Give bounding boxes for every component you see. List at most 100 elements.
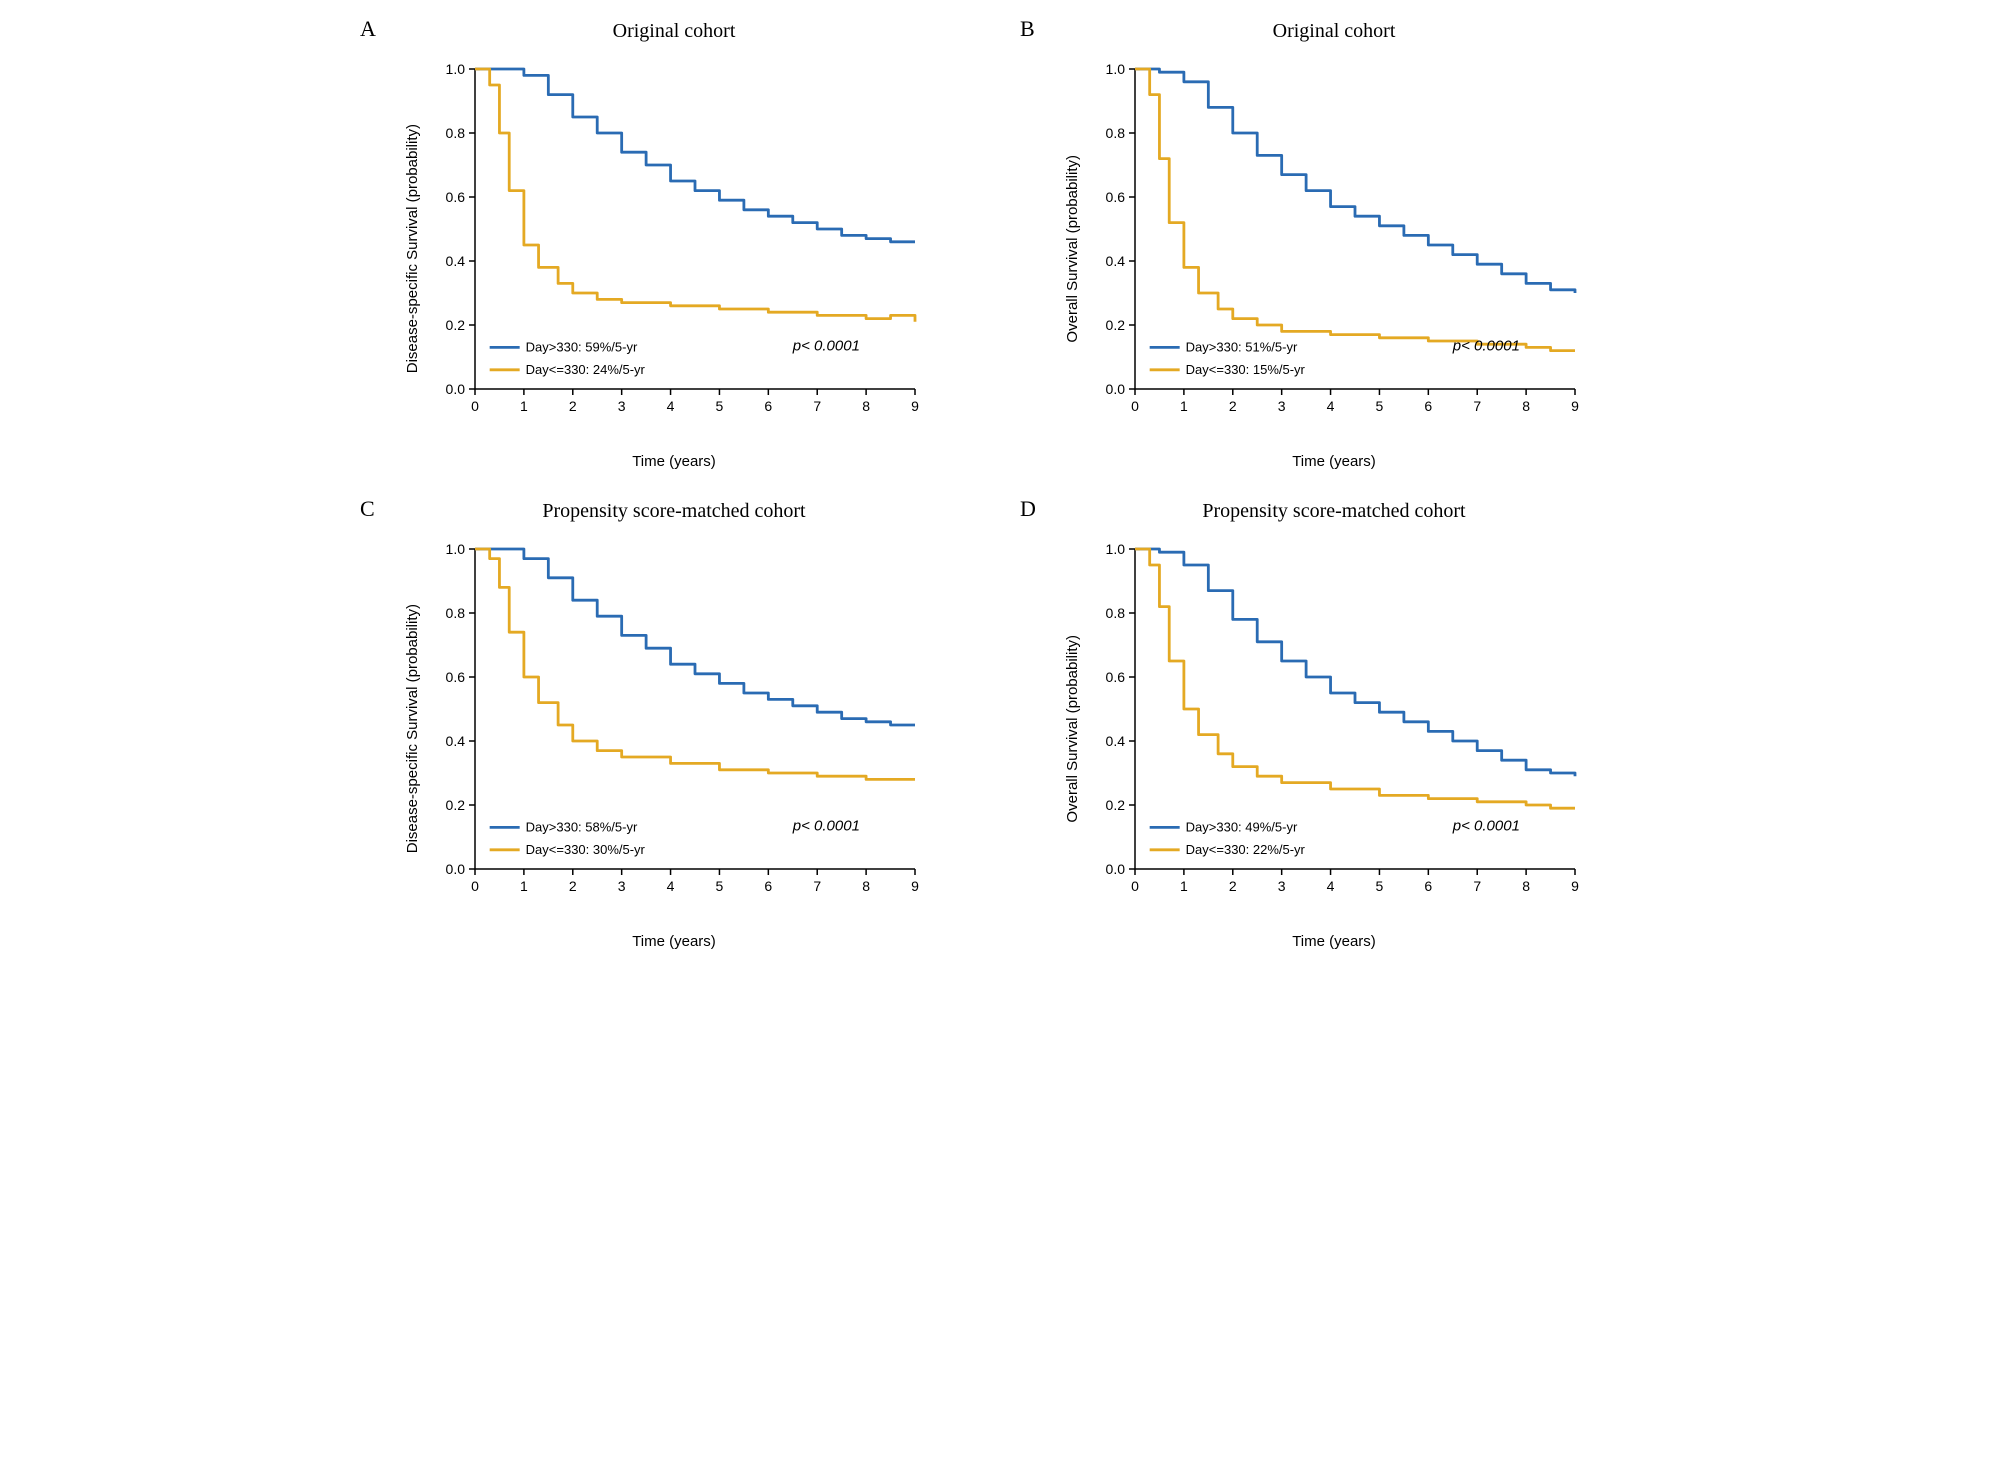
svg-text:2: 2 [568,398,576,414]
svg-text:0.0: 0.0 [445,381,465,397]
survival-plot: 0.00.20.40.60.81.00123456789p< 0.0001Day… [425,529,945,929]
svg-text:0.4: 0.4 [445,253,465,269]
svg-text:9: 9 [1571,398,1579,414]
panel-title: Propensity score-matched cohort [1024,500,1644,523]
svg-text:0.6: 0.6 [445,669,465,685]
survival-plot: 0.00.20.40.60.81.00123456789p< 0.0001Day… [425,49,945,449]
svg-text:2: 2 [1228,878,1236,894]
p-value: p< 0.0001 [791,338,859,355]
legend-high: Day>330: 51%/5-yr [1185,339,1297,354]
svg-text:0.2: 0.2 [1105,797,1125,813]
svg-text:0.0: 0.0 [1105,861,1125,877]
svg-text:8: 8 [862,878,870,894]
svg-text:7: 7 [813,398,821,414]
svg-text:0.8: 0.8 [1105,605,1125,621]
p-value: p< 0.0001 [1451,338,1519,355]
y-axis-label: Overall Survival (probability) [1064,155,1081,343]
panel-label: A [360,16,376,42]
series-high [475,549,915,725]
svg-text:7: 7 [1473,878,1481,894]
svg-text:0: 0 [1131,398,1139,414]
svg-text:4: 4 [1326,398,1334,414]
svg-text:1: 1 [519,878,527,894]
svg-text:6: 6 [1424,878,1432,894]
y-axis-label: Overall Survival (probability) [1064,635,1081,823]
svg-text:7: 7 [1473,398,1481,414]
svg-text:0.6: 0.6 [445,189,465,205]
svg-text:2: 2 [1228,398,1236,414]
panel-B: BOriginal cohortOverall Survival (probab… [1024,20,1644,470]
panel-label: B [1020,16,1035,42]
p-value: p< 0.0001 [791,818,859,835]
series-low [475,69,915,322]
series-low [1135,549,1575,808]
panel-title: Original cohort [1024,20,1644,43]
svg-text:1.0: 1.0 [445,61,465,77]
svg-text:0.4: 0.4 [1105,253,1125,269]
y-axis-label: Disease-specific Survival (probability) [404,604,421,853]
svg-text:0.2: 0.2 [1105,317,1125,333]
svg-text:0: 0 [1131,878,1139,894]
panel-label: C [360,496,375,522]
panel-C: CPropensity score-matched cohortDisease-… [364,500,984,950]
svg-text:1.0: 1.0 [1105,61,1125,77]
series-high [1135,549,1575,776]
svg-text:1: 1 [1179,878,1187,894]
svg-text:3: 3 [617,878,625,894]
svg-text:4: 4 [666,398,674,414]
panel-title: Original cohort [364,20,984,43]
svg-text:3: 3 [1277,878,1285,894]
svg-text:0.4: 0.4 [1105,733,1125,749]
svg-text:0.6: 0.6 [1105,669,1125,685]
chart-grid: AOriginal cohortDisease-specific Surviva… [364,20,1644,950]
svg-text:8: 8 [862,398,870,414]
svg-text:6: 6 [764,398,772,414]
svg-text:1.0: 1.0 [445,541,465,557]
legend-low: Day<=330: 15%/5-yr [1185,362,1305,377]
svg-text:0.0: 0.0 [1105,381,1125,397]
svg-text:5: 5 [715,878,723,894]
svg-text:0.8: 0.8 [445,605,465,621]
legend-low: Day<=330: 24%/5-yr [525,362,645,377]
svg-text:8: 8 [1522,398,1530,414]
panel-D: DPropensity score-matched cohortOverall … [1024,500,1644,950]
svg-text:9: 9 [1571,878,1579,894]
svg-text:4: 4 [666,878,674,894]
panel-label: D [1020,496,1036,522]
y-axis-label: Disease-specific Survival (probability) [404,124,421,373]
x-axis-label: Time (years) [1292,453,1376,470]
svg-text:3: 3 [617,398,625,414]
series-high [475,69,915,242]
svg-text:9: 9 [911,398,919,414]
svg-text:6: 6 [764,878,772,894]
x-axis-label: Time (years) [1292,933,1376,950]
survival-plot: 0.00.20.40.60.81.00123456789p< 0.0001Day… [1085,529,1605,929]
svg-text:3: 3 [1277,398,1285,414]
svg-text:0.2: 0.2 [445,317,465,333]
svg-text:8: 8 [1522,878,1530,894]
svg-text:1.0: 1.0 [1105,541,1125,557]
legend-high: Day>330: 49%/5-yr [1185,819,1297,834]
svg-text:5: 5 [1375,878,1383,894]
svg-text:0.0: 0.0 [445,861,465,877]
x-axis-label: Time (years) [632,453,716,470]
svg-text:6: 6 [1424,398,1432,414]
legend-low: Day<=330: 30%/5-yr [525,842,645,857]
svg-text:4: 4 [1326,878,1334,894]
svg-text:2: 2 [568,878,576,894]
svg-text:0: 0 [471,878,479,894]
svg-text:7: 7 [813,878,821,894]
svg-text:5: 5 [1375,398,1383,414]
legend-low: Day<=330: 22%/5-yr [1185,842,1305,857]
panel-title: Propensity score-matched cohort [364,500,984,523]
svg-text:1: 1 [1179,398,1187,414]
svg-text:0: 0 [471,398,479,414]
panel-A: AOriginal cohortDisease-specific Surviva… [364,20,984,470]
svg-text:5: 5 [715,398,723,414]
svg-text:0.8: 0.8 [445,125,465,141]
svg-text:0.8: 0.8 [1105,125,1125,141]
svg-text:0.2: 0.2 [445,797,465,813]
legend-high: Day>330: 59%/5-yr [525,339,637,354]
svg-text:9: 9 [911,878,919,894]
series-high [1135,69,1575,293]
